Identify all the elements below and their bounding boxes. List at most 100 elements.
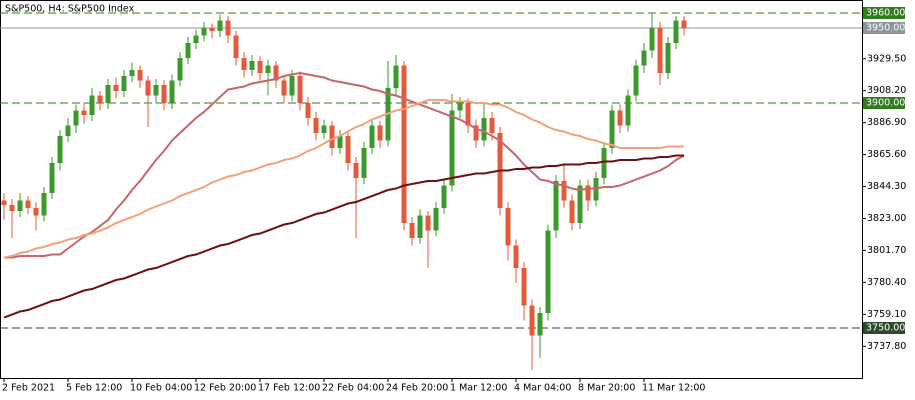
candle-body (561, 181, 567, 201)
candle-body (401, 65, 407, 224)
candle-body (521, 268, 527, 306)
candle-body (145, 80, 151, 96)
candle-body (601, 148, 607, 179)
y-tick-label: 3908.20 (867, 85, 906, 96)
y-tick-label: 3780.40 (867, 277, 906, 288)
candle-body (153, 85, 159, 96)
candle-body (169, 80, 175, 104)
candle-body (625, 95, 631, 126)
candle-body (585, 185, 591, 201)
candle-body (289, 76, 295, 96)
level-label-box (863, 97, 905, 110)
candle-body (57, 136, 63, 164)
level-label-box (863, 322, 905, 335)
level-label: 3960.00 (866, 8, 905, 19)
candle-body (409, 223, 415, 239)
y-tick-label: 3801.70 (867, 245, 906, 256)
moving-average (4, 71, 685, 259)
candle-body (665, 43, 671, 74)
candle-body (513, 245, 519, 269)
candle-body (377, 125, 383, 141)
x-tick-label: 2 Feb 2021 (2, 383, 55, 394)
moving-average (3, 99, 684, 259)
candle-body (273, 65, 279, 81)
candle-body (97, 95, 103, 104)
candle-body (649, 28, 655, 51)
x-tick-label: 5 Feb 12:00 (66, 383, 122, 394)
x-tick-label: 4 Mar 04:00 (514, 383, 571, 394)
y-tick-label: 3823.00 (867, 213, 906, 224)
x-tick-label: 12 Feb 20:00 (194, 383, 256, 394)
y-tick-label: 3844.30 (867, 181, 906, 192)
x-tick-label: 1 Mar 12:00 (450, 383, 507, 394)
plot-area (0, 0, 863, 379)
candle-body (441, 185, 447, 209)
candle-body (449, 110, 455, 186)
candle-body (369, 125, 375, 149)
candle-body (249, 61, 255, 71)
candle-body (297, 76, 303, 104)
candle-body (577, 185, 583, 224)
moving-average (3, 154, 684, 319)
candle-body (225, 20, 231, 36)
candle-body (41, 193, 47, 216)
y-tick-label: 3865.60 (867, 149, 906, 160)
candle-body (609, 110, 615, 149)
candle-body (553, 181, 559, 231)
candle-body (457, 103, 463, 111)
candle-body (345, 136, 351, 164)
candle-body (65, 125, 71, 137)
candle-body (329, 125, 335, 149)
candle-body (201, 28, 207, 36)
candle-body (417, 215, 423, 239)
candle-body (489, 118, 495, 134)
level-label-box (863, 7, 905, 20)
candle-body (537, 313, 543, 336)
x-tick-label: 24 Feb 20:00 (386, 383, 448, 394)
candle-body (193, 35, 199, 44)
y-tick-label: 3737.80 (867, 341, 906, 352)
candle-body (641, 50, 647, 66)
candle-body (465, 103, 471, 126)
candle-body (433, 208, 439, 231)
candle-body (321, 125, 327, 134)
candle-body (89, 95, 95, 116)
x-tick-label: 17 Feb 12:00 (258, 383, 320, 394)
candle-body (129, 70, 135, 77)
y-tick-label: 3759.10 (867, 309, 906, 320)
candle-body (9, 205, 15, 212)
candle-body (177, 58, 183, 81)
candle-body (281, 80, 287, 96)
candle-body (673, 20, 679, 44)
candle-body (657, 28, 663, 74)
x-tick-label: 8 Mar 20:00 (578, 383, 635, 394)
level-label: 3950.00 (866, 23, 905, 34)
candle-body (425, 215, 431, 231)
candle-body (473, 125, 479, 141)
candle-body (569, 200, 575, 224)
candle-body (217, 20, 223, 32)
candle-body (73, 110, 79, 126)
candle-body (105, 85, 111, 104)
candle-body (265, 65, 271, 74)
candle-body (121, 76, 127, 92)
candle-body (393, 65, 399, 89)
y-tick-label: 3886.90 (867, 117, 906, 128)
candle-body (633, 65, 639, 96)
candle-body (353, 163, 359, 179)
y-tick-label: 3929.50 (867, 53, 906, 64)
candle-body (481, 118, 487, 141)
candle-body (681, 20, 687, 29)
candle-body (545, 230, 551, 314)
candle-body (313, 118, 319, 134)
candle-body (241, 58, 247, 71)
candle-body (81, 110, 87, 116)
candle-body (161, 85, 167, 104)
candle-body (233, 35, 239, 59)
candle-body (257, 61, 263, 74)
level-label: 3900.00 (866, 98, 905, 109)
chart-title: S&P500, H4: S&P500 Index (5, 4, 135, 15)
x-tick-label: 10 Feb 04:00 (130, 383, 192, 394)
candle-body (25, 200, 31, 209)
candle-body (529, 305, 535, 336)
